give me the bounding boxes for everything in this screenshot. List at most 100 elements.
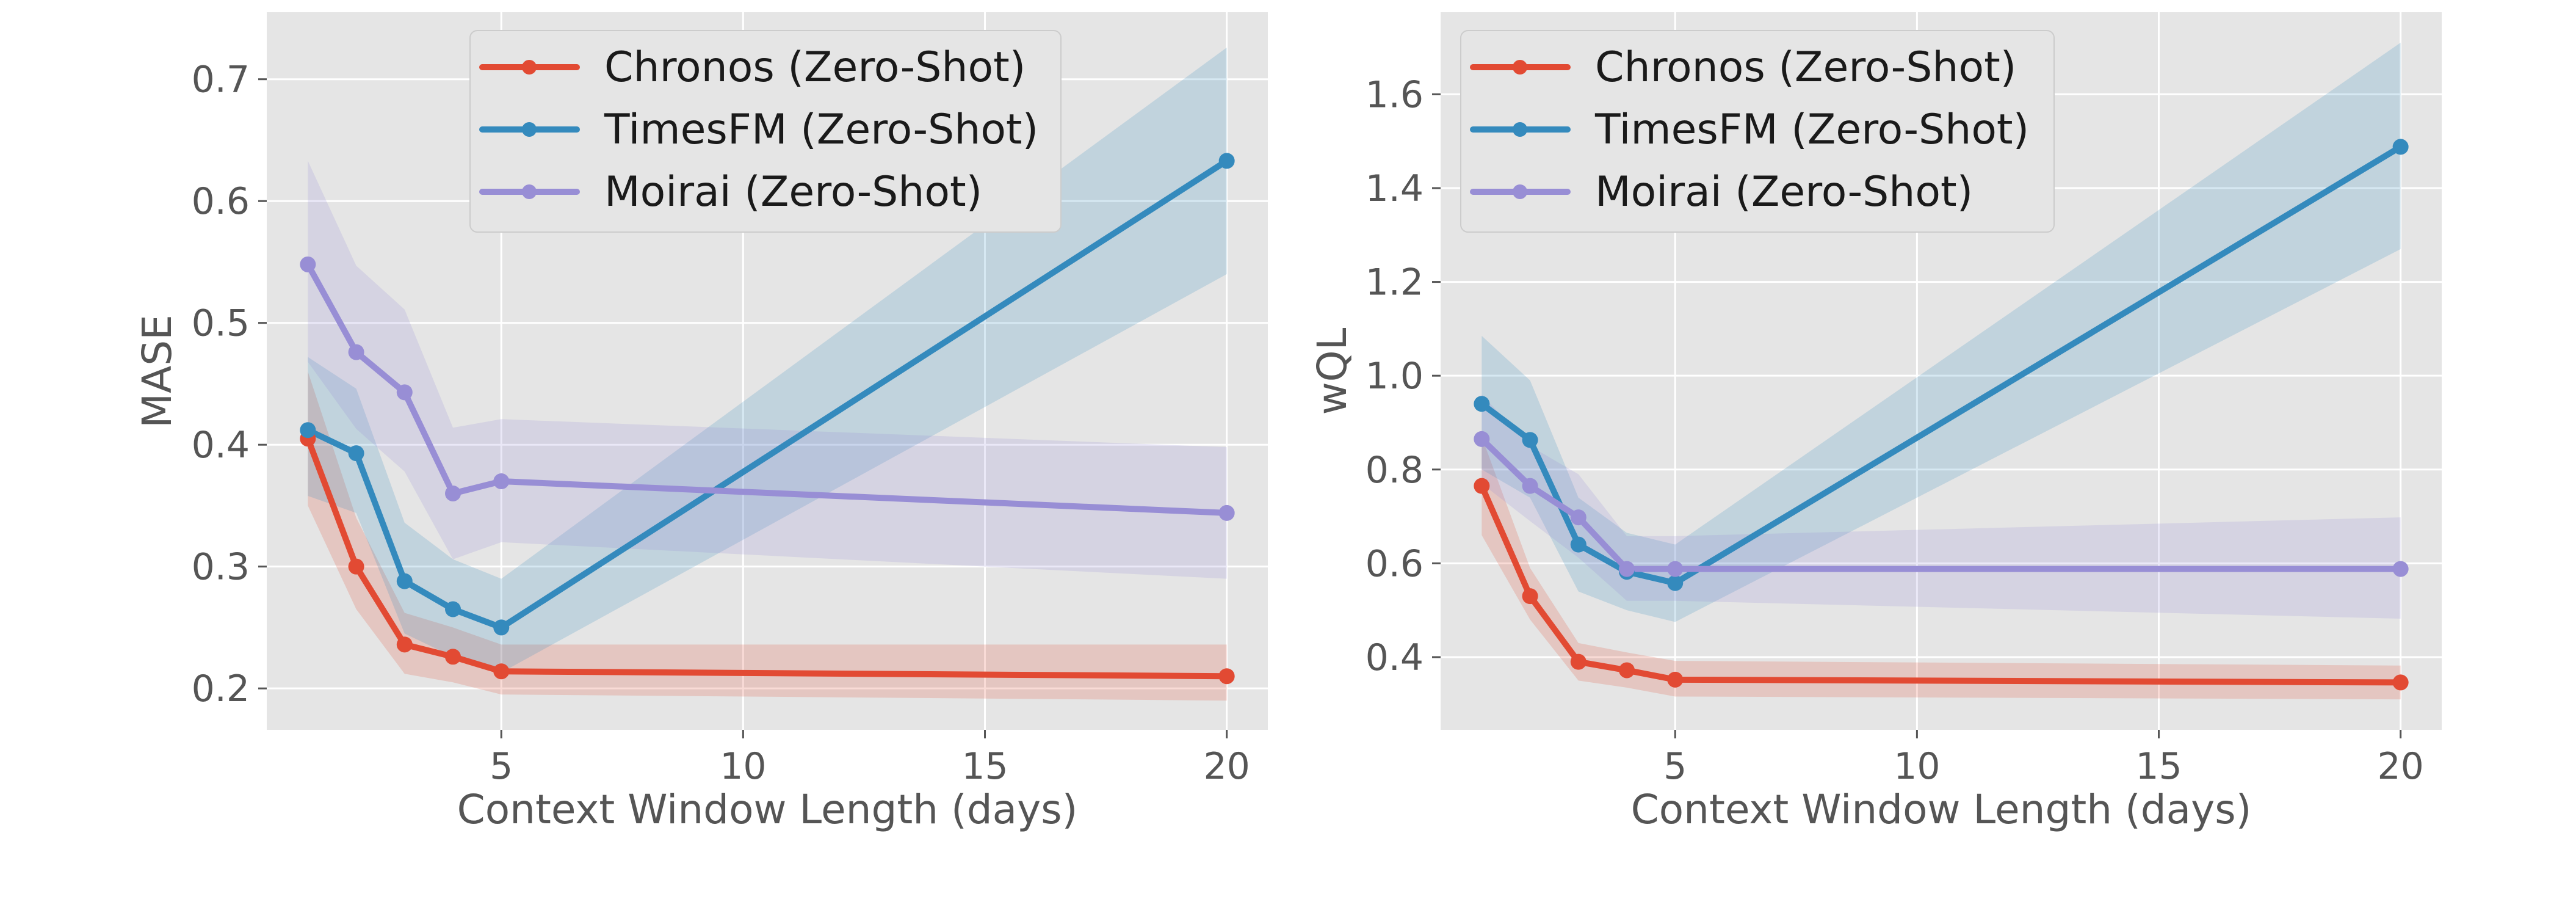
line-chronos	[1478, 482, 2404, 686]
legend-marker-chronos	[522, 60, 537, 75]
grid	[267, 12, 1268, 730]
x-axis-ticks: 5 10 15 20	[1663, 730, 2424, 788]
point-timesfm	[1570, 536, 1586, 553]
line-timesfm	[1478, 144, 2404, 586]
y-tick-label: 0.6	[1366, 542, 1424, 585]
legend-frame	[469, 30, 1062, 233]
x-tick-label: 5	[490, 745, 513, 788]
legend-marker-chronos	[1513, 60, 1527, 75]
legend-label-chronos: Chronos (Zero-Shot)	[1595, 43, 2016, 92]
x-tick-label: 20	[2377, 745, 2423, 788]
point-chronos	[348, 558, 364, 575]
point-chronos	[2392, 674, 2409, 691]
point-moirai	[1667, 561, 1684, 577]
legend-frame	[1460, 30, 2055, 233]
band-timesfm	[308, 47, 1227, 673]
point-timesfm	[445, 601, 461, 617]
legend-entry: TimesFM (Zero-Shot)	[479, 106, 1038, 154]
series-lines	[305, 158, 1230, 680]
point-moirai	[1522, 478, 1538, 494]
point-chronos	[1522, 588, 1538, 605]
point-moirai	[1570, 509, 1586, 526]
point-chronos	[396, 636, 413, 653]
x-tick-label: 15	[961, 745, 1008, 788]
band-chronos	[1482, 437, 2401, 700]
band-moirai	[308, 161, 1227, 579]
legend-label-timesfm: TimesFM (Zero-Shot)	[604, 106, 1038, 154]
x-axis-ticks: 5 10 15 20	[490, 730, 1250, 788]
y-axis-ticks: 0.2 0.3 0.4 0.5 0.6 0.7	[192, 59, 267, 710]
point-moirai	[1218, 504, 1235, 521]
point-moirai	[1619, 561, 1635, 577]
series-lines	[1478, 144, 2404, 686]
point-timesfm	[396, 573, 413, 589]
point-moirai	[348, 344, 364, 360]
point-timesfm	[348, 445, 364, 462]
legend-marker-moirai	[522, 184, 537, 199]
y-tick-label: 0.6	[192, 180, 250, 223]
y-tick-label: 1.4	[1366, 167, 1424, 210]
y-axis-label: MASE	[134, 315, 181, 428]
legend-entry: Chronos (Zero-Shot)	[1470, 43, 2016, 92]
point-moirai	[493, 473, 510, 490]
x-axis-label: Context Window Length (days)	[1631, 786, 2252, 833]
y-tick-label: 0.3	[192, 546, 250, 589]
legend: Chronos (Zero-Shot) TimesFM (Zero-Shot) …	[469, 30, 1062, 233]
x-tick-label: 5	[1663, 745, 1687, 788]
point-timesfm	[1522, 432, 1538, 448]
legend-entry: Moirai (Zero-Shot)	[479, 168, 982, 216]
line-timesfm	[305, 158, 1230, 631]
legend-entry: Chronos (Zero-Shot)	[479, 43, 1026, 92]
legend-entry: TimesFM (Zero-Shot)	[1470, 106, 2029, 154]
legend-marker-moirai	[1513, 184, 1527, 199]
line-moirai	[1478, 435, 2404, 572]
confidence-bands	[308, 47, 1227, 701]
chart-panel-mase: 5 10 15 20 0.2 0.3 0.4 0.5 0.6 0.7 Context Windo…	[134, 12, 1268, 833]
y-tick-label: 0.2	[192, 668, 250, 710]
point-timesfm	[300, 422, 316, 439]
point-timesfm	[1218, 153, 1235, 169]
point-chronos	[1667, 671, 1684, 688]
legend-label-timesfm: TimesFM (Zero-Shot)	[1594, 106, 2029, 154]
series-markers	[300, 153, 1235, 685]
x-tick-label: 20	[1203, 745, 1250, 788]
legend: Chronos (Zero-Shot) TimesFM (Zero-Shot) …	[1460, 30, 2055, 233]
line-chronos	[305, 435, 1230, 680]
line-moirai	[305, 261, 1230, 516]
point-timesfm	[2392, 139, 2409, 155]
point-timesfm	[1667, 575, 1684, 591]
y-tick-label: 1.2	[1366, 261, 1424, 304]
point-chronos	[445, 649, 461, 665]
x-axis-label: Context Window Length (days)	[457, 786, 1078, 833]
point-chronos	[1570, 653, 1586, 670]
y-axis-label: wQL	[1309, 327, 1356, 415]
x-tick-label: 15	[2135, 745, 2182, 788]
point-chronos	[1218, 668, 1235, 685]
y-tick-label: 0.7	[192, 59, 250, 101]
legend-label-chronos: Chronos (Zero-Shot)	[604, 43, 1026, 92]
chart-panel-wql: 5 10 15 20 0.4 0.6 0.8 1.0 1.2 1.4 1.6 Context Wi…	[1309, 12, 2442, 833]
y-tick-label: 0.5	[192, 302, 250, 345]
legend-marker-timesfm	[1513, 122, 1527, 137]
point-timesfm	[1474, 396, 1490, 412]
point-chronos	[493, 663, 510, 680]
y-tick-label: 0.4	[1366, 636, 1424, 679]
y-axis-ticks: 0.4 0.6 0.8 1.0 1.2 1.4 1.6	[1366, 73, 1441, 679]
point-moirai	[1474, 431, 1490, 447]
x-tick-label: 10	[720, 745, 766, 788]
point-timesfm	[493, 619, 510, 636]
y-tick-label: 0.4	[192, 424, 250, 467]
y-tick-label: 0.8	[1366, 449, 1424, 492]
band-chronos	[308, 371, 1227, 701]
point-moirai	[300, 256, 316, 272]
series-markers	[1474, 139, 2409, 691]
point-chronos	[1619, 662, 1635, 679]
band-timesfm	[1482, 42, 2401, 622]
legend-label-moirai: Moirai (Zero-Shot)	[604, 168, 982, 216]
legend-marker-timesfm	[522, 122, 537, 137]
point-moirai	[396, 384, 413, 401]
legend-label-moirai: Moirai (Zero-Shot)	[1595, 168, 1973, 216]
y-tick-label: 1.0	[1366, 355, 1424, 398]
y-tick-label: 1.6	[1366, 73, 1424, 116]
